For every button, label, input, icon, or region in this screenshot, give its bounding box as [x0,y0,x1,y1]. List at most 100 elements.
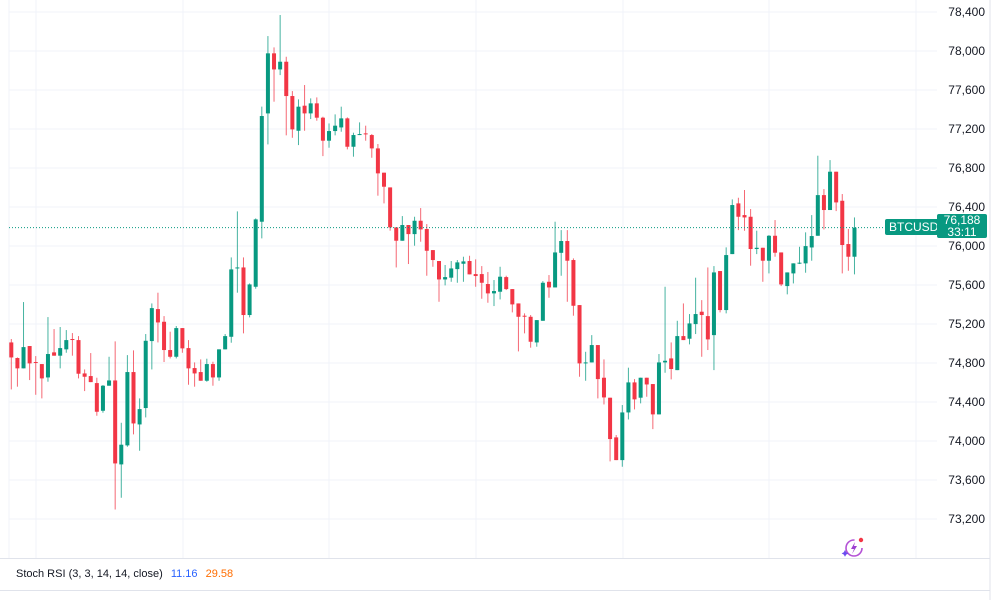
pane-separator[interactable] [0,558,990,559]
candle [485,272,490,303]
candle [382,172,387,204]
candle [821,189,826,230]
candle [498,266,503,300]
candle [522,313,527,334]
candle-body [406,225,411,235]
candle-body [595,345,600,380]
candle-body [718,271,723,311]
candle-body [681,336,686,341]
candle-body [168,350,173,357]
candle-body [638,377,643,398]
candle [21,302,26,369]
candle-body [149,308,154,342]
candle-body [779,252,784,285]
candle-body [730,205,735,255]
price-axis[interactable]: 78,400 78,000 77,600 77,200 76,800 76,400 76,0… [948,5,985,526]
candle [198,359,203,381]
candle [272,47,277,102]
candle [162,316,167,363]
stoch-rsi-legend[interactable]: Stoch RSI (3, 3, 14, 14, close) 11.16 29… [16,568,238,580]
candle-body [424,229,429,251]
candle [137,398,142,451]
candle-body [33,362,38,364]
candle-body [314,103,319,118]
sparkle-lightning-icon[interactable] [840,535,866,561]
candle-body [430,250,435,261]
candle-body [760,247,765,261]
candle-body [265,53,270,114]
candle-body [834,171,839,203]
candle [39,364,44,399]
candle [479,266,484,299]
candle-body [418,220,423,230]
y-tick-label: 74,400 [948,395,985,409]
candle-body [473,274,478,277]
candle-body [223,336,228,350]
candle-body [583,362,588,364]
candle [565,230,570,302]
candles [9,15,857,510]
candle [296,99,301,146]
candle [131,350,136,435]
candle-body [302,105,307,114]
candle [253,218,258,289]
candle-body [608,397,613,440]
candle-body [9,342,14,358]
candle [724,247,729,314]
candle [449,261,454,282]
candle [669,342,674,380]
candle-body [27,346,32,364]
candle-body [754,247,759,250]
candle [510,289,515,313]
candle [412,216,417,246]
candle-body [540,282,545,321]
candle-body [785,272,790,287]
candle [626,367,631,420]
candle-body [137,409,142,425]
candle [369,134,374,158]
candle [308,98,313,120]
candle [333,114,338,136]
candle-body [76,340,81,374]
candle-body [369,135,374,149]
candle [852,217,857,275]
candle-body [803,246,808,264]
candle [400,216,405,241]
candle-body [821,195,826,211]
candle [589,335,594,363]
candle [278,15,283,76]
candle-body [308,103,313,114]
candle [638,377,643,404]
candle-body [186,348,191,369]
candle [375,144,380,196]
candle-body [773,235,778,253]
candle [711,266,716,371]
candle-body [70,339,75,341]
candle [345,117,350,150]
stoch-k-value: 11.16 [170,568,198,580]
candle [546,275,551,298]
candle [52,329,57,356]
stoch-d-value: 29.58 [205,568,234,580]
candle-body [479,274,484,283]
candle [204,358,209,382]
candle [601,359,606,405]
candle-body [748,216,753,250]
candle-body [217,349,222,378]
candle-body [162,321,167,351]
candle-body [491,291,496,294]
last-price: 76,188 [943,214,981,227]
candle [675,320,680,371]
candle-body [449,268,454,278]
candle-body [485,284,490,294]
candle-body [455,262,460,270]
candle [595,345,600,399]
candle-body [278,61,283,70]
y-tick-label: 74,800 [948,356,985,370]
candle [241,257,246,334]
candle-body [155,309,160,323]
candle-body [797,262,802,264]
candle-body [375,148,380,174]
candle [235,211,240,293]
